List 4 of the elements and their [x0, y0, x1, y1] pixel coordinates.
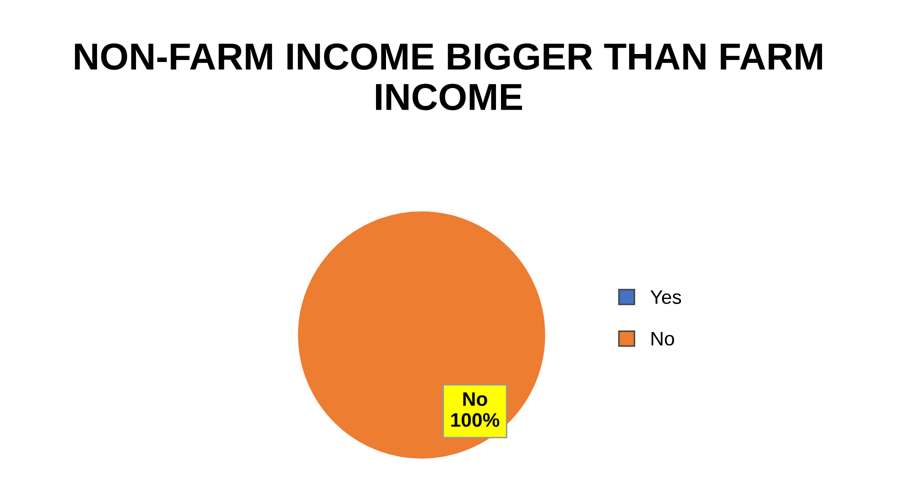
legend-label: No: [652, 332, 674, 346]
legend-label: Yes: [650, 290, 682, 304]
data-label: No 100%: [451, 392, 500, 427]
chart-title: NON-FARM INCOME BIGGER THAN FARM INCOME: [74, 43, 822, 110]
